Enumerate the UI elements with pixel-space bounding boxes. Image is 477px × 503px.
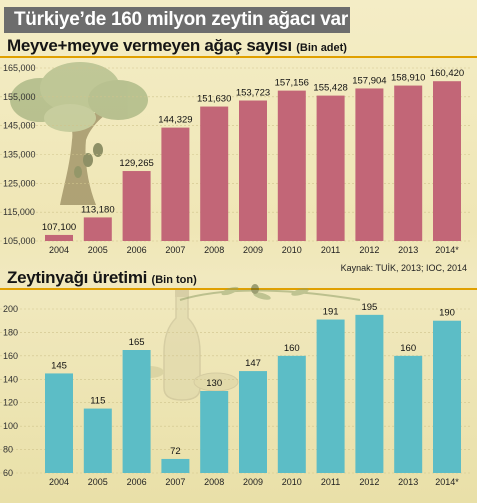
oil-heading-rule <box>0 288 477 290</box>
trees-bar <box>161 127 190 241</box>
trees-y-tick-label: 155,000 <box>3 92 36 102</box>
trees-y-tick-label: 115,000 <box>3 207 35 217</box>
oil-category-label: 2013 <box>398 477 418 487</box>
oil-bar <box>316 319 345 473</box>
trees-bar <box>122 171 151 241</box>
title-band: Türkiye’de 160 milyon zeytin ağacı var <box>4 7 350 33</box>
trees-bar <box>316 95 345 241</box>
oil-category-label: 2010 <box>282 477 302 487</box>
oil-y-tick-label: 60 <box>3 468 13 478</box>
trees-category-label: 2013 <box>398 245 418 255</box>
oil-y-tick-label: 120 <box>3 398 18 408</box>
trees-chart: 107,100 113,180 129,265 144,329 151,630 153,7… <box>0 62 470 255</box>
oil-value-label: 160 <box>284 343 300 354</box>
trees-category-label: 2012 <box>359 245 379 255</box>
trees-value-label: 129,265 <box>119 158 153 169</box>
trees-category-label: 2004 <box>49 245 69 255</box>
trees-category-label: 2006 <box>127 245 147 255</box>
oil-bar <box>83 408 112 473</box>
oil-value-label: 195 <box>361 302 377 313</box>
trees-bar <box>83 217 112 241</box>
oil-bar <box>355 314 384 473</box>
trees-y-tick-label: 135,000 <box>3 150 36 160</box>
oil-y-tick-label: 180 <box>3 327 18 337</box>
trees-chart-heading: Meyve+meyve vermeyen ağaç sayısı (Bin ad… <box>7 36 347 56</box>
oil-bar <box>433 320 461 473</box>
trees-y-tick-label: 125,000 <box>3 178 36 188</box>
oil-category-label: 2004 <box>49 477 69 487</box>
oil-value-label: 147 <box>245 358 261 369</box>
trees-category-label: 2005 <box>88 245 108 255</box>
trees-value-label: 153,723 <box>236 88 270 99</box>
trees-category-label: 2011 <box>321 245 340 255</box>
trees-category-label: 2007 <box>165 245 185 255</box>
oil-y-tick-label: 80 <box>3 445 13 455</box>
oil-y-tick-label: 160 <box>3 351 18 361</box>
trees-category-label: 2014* <box>435 245 459 255</box>
oil-value-label: 130 <box>206 378 222 389</box>
trees-value-label: 107,100 <box>42 222 76 233</box>
oil-value-label: 165 <box>129 337 145 348</box>
trees-bar <box>239 100 267 241</box>
trees-category-label: 2010 <box>282 245 302 255</box>
trees-value-label: 151,630 <box>197 94 231 105</box>
oil-category-label: 2014* <box>435 477 459 487</box>
trees-value-label: 160,420 <box>430 68 464 79</box>
olive-tree-illustration <box>10 62 148 205</box>
oil-value-label: 160 <box>400 343 416 354</box>
oil-category-label: 2008 <box>204 477 224 487</box>
trees-value-label: 158,910 <box>391 73 425 84</box>
trees-bar <box>355 88 384 241</box>
oil-y-tick-label: 200 <box>3 304 18 314</box>
oil-chart-title: Zeytinyağı üretimi <box>7 268 148 287</box>
olive-oil-bottle-illustration <box>136 290 239 401</box>
trees-value-label: 155,428 <box>313 83 347 94</box>
trees-y-tick-label: 165,000 <box>3 63 36 73</box>
oil-bar <box>122 350 151 473</box>
oil-y-tick-label: 100 <box>3 421 18 431</box>
oil-bar <box>45 373 73 473</box>
oil-bar <box>200 391 229 473</box>
oil-category-label: 2012 <box>359 477 379 487</box>
olive-branch-illustration <box>179 284 361 301</box>
trees-heading-rule <box>0 56 477 58</box>
oil-value-label: 72 <box>170 446 181 457</box>
source-note: Kaynak: TUİK, 2013; IOC, 2014 <box>340 263 467 273</box>
oil-chart-heading: Zeytinyağı üretimi (Bin ton) <box>7 268 197 288</box>
trees-y-tick-label: 145,000 <box>3 121 36 131</box>
oil-category-label: 2007 <box>165 477 185 487</box>
oil-chart-unit: (Bin ton) <box>151 274 197 286</box>
oil-bar <box>239 371 267 473</box>
oil-category-label: 2006 <box>127 477 147 487</box>
trees-category-label: 2009 <box>243 245 263 255</box>
oil-y-tick-label: 140 <box>3 374 18 384</box>
oil-category-label: 2009 <box>243 477 263 487</box>
oil-bar <box>161 458 190 473</box>
oil-category-label: 2005 <box>88 477 108 487</box>
oil-bar <box>277 355 306 473</box>
oil-value-label: 191 <box>323 307 339 318</box>
trees-bar <box>45 234 73 241</box>
oil-bar <box>394 355 423 473</box>
trees-bar <box>200 106 229 241</box>
trees-bar <box>433 81 461 242</box>
trees-category-label: 2008 <box>204 245 224 255</box>
trees-chart-unit: (Bin adet) <box>296 42 347 54</box>
trees-value-label: 157,904 <box>352 75 386 86</box>
oil-category-label: 2011 <box>321 477 340 487</box>
trees-bar <box>277 90 306 241</box>
trees-value-label: 157,156 <box>275 78 309 89</box>
trees-value-label: 144,329 <box>158 115 192 126</box>
oil-value-label: 115 <box>90 396 105 407</box>
trees-chart-title: Meyve+meyve vermeyen ağaç sayısı <box>7 36 292 55</box>
oil-value-label: 190 <box>439 308 455 319</box>
oil-value-label: 145 <box>51 360 67 371</box>
trees-y-tick-label: 105,000 <box>3 236 36 246</box>
trees-bar <box>394 85 423 241</box>
trees-value-label: 113,180 <box>81 204 115 215</box>
page-title: Türkiye’de 160 milyon zeytin ağacı var <box>14 9 348 30</box>
